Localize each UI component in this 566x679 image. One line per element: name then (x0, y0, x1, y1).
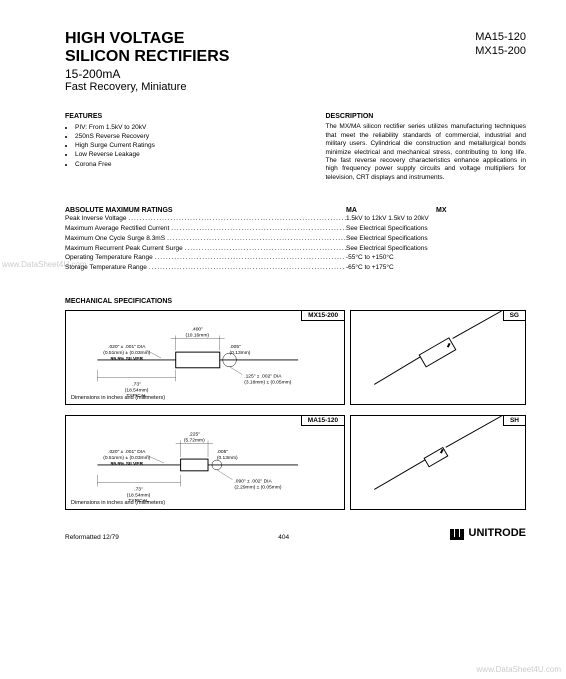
dimension-note: Dimensions in inches and (millimeters) (71, 500, 165, 506)
mechanical-heading: MECHANICAL SPECIFICATIONS (65, 298, 526, 305)
mech-label-mx15: MX15-200 (301, 310, 345, 321)
rating-param: Storage Temperature Range (65, 263, 346, 273)
diode-diagram-sh (351, 416, 525, 509)
mech-box-sg: SG (350, 310, 526, 405)
rating-row: Storage Temperature Range-65°C to +175°C (65, 263, 526, 273)
svg-text:(18.54mm): (18.54mm) (125, 387, 149, 393)
page-content: HIGH VOLTAGE SILICON RECTIFIERS 15-200mA… (0, 0, 566, 561)
part-number-2: MX15-200 (475, 44, 526, 58)
rating-param: Maximum One Cycle Surge 8.3mS (65, 234, 346, 244)
feature-item: PIV: From 1.5kV to 20kV (75, 123, 266, 132)
rating-param: Operating Temperature Range (65, 253, 346, 263)
features-column: FEATURES PIV: From 1.5kV to 20kV 250nS R… (65, 113, 266, 182)
title-line-1: HIGH VOLTAGE (65, 30, 526, 48)
svg-text:(2.29mm) ± (0.05mm): (2.29mm) ± (0.05mm) (234, 484, 281, 490)
diode-diagram-ma: .225" (5.72mm) .020" ± .001" DIA (0.51mm… (66, 416, 344, 509)
mech-label-sh: SH (503, 415, 526, 426)
feature-item: Corona Free (75, 160, 266, 169)
ratings-header: ABSOLUTE MAXIMUM RATINGS MA MX (65, 207, 526, 214)
rating-param: Peak Inverse Voltage (65, 214, 346, 224)
rating-val: See Electrical Specifications (346, 234, 526, 244)
rating-row: Peak Inverse Voltage1.5kV to 12kV 1.5kV … (65, 214, 526, 224)
svg-text:.73": .73" (134, 486, 143, 492)
feature-item: Low Reverse Leakage (75, 150, 266, 159)
mech-label-sg: SG (503, 310, 526, 321)
svg-text:99.9% SILVER: 99.9% SILVER (111, 356, 144, 362)
footer: Reformatted 12/79 404 UNITRODE (65, 525, 526, 541)
rating-val: See Electrical Specifications (346, 224, 526, 234)
features-heading: FEATURES (65, 113, 266, 120)
feature-item: 250nS Reverse Recovery (75, 132, 266, 141)
part-number-1: MA15-120 (475, 30, 526, 44)
ratings-table: Peak Inverse Voltage1.5kV to 12kV 1.5kV … (65, 214, 526, 273)
svg-text:(10.16mm): (10.16mm) (185, 332, 209, 338)
rating-row: Operating Temperature Range-55°C to +150… (65, 253, 526, 263)
feature-item: High Surge Current Ratings (75, 141, 266, 150)
svg-text:.020" ± .001" DIA: .020" ± .001" DIA (108, 449, 146, 455)
description-column: DESCRIPTION The MX/MA silicon rectifier … (326, 113, 527, 182)
header: HIGH VOLTAGE SILICON RECTIFIERS 15-200mA… (65, 30, 526, 93)
mech-box-sh: SH (350, 415, 526, 510)
dimension-note: Dimensions in inches and (millimeters) (71, 395, 165, 401)
svg-text:(18.54mm): (18.54mm) (127, 492, 151, 498)
unitrode-logo-icon (449, 525, 465, 541)
rating-val: -55°C to +150°C (346, 253, 526, 263)
svg-text:.125" ± .002" DIA: .125" ± .002" DIA (244, 373, 282, 379)
watermark-bottom: www.DataSheet4U.com (477, 665, 561, 674)
ratings-col-ma: MA (346, 207, 436, 214)
svg-text:.005": .005" (230, 344, 241, 350)
description-text: The MX/MA silicon rectifier series utili… (326, 123, 527, 182)
description-heading: DESCRIPTION (326, 113, 527, 120)
mech-row-1: MX15-200 .400" (10.16mm) .020" ± .001" D… (65, 310, 526, 405)
svg-text:(3.18mm) ± (0.05mm): (3.18mm) ± (0.05mm) (244, 379, 291, 385)
rating-param: Maximum Recurrent Peak Current Surge (65, 244, 346, 254)
subtitle-2: Fast Recovery, Miniature (65, 81, 526, 93)
rating-row: Maximum Recurrent Peak Current SurgeSee … (65, 244, 526, 254)
rating-row: Maximum Average Rectified CurrentSee Ele… (65, 224, 526, 234)
svg-text:.225": .225" (189, 431, 200, 437)
company-name: UNITRODE (469, 527, 526, 539)
mech-row-2: MA15-120 .225" (5.72mm) .020" ± .001" DI… (65, 415, 526, 510)
diode-diagram-sg (351, 311, 525, 404)
mech-box-mx15: MX15-200 .400" (10.16mm) .020" ± .001" D… (65, 310, 345, 405)
svg-text:(0.51mm) ± (0.03mm): (0.51mm) ± (0.03mm) (103, 455, 150, 461)
svg-text:(5.72mm): (5.72mm) (184, 437, 205, 443)
svg-text:(0.13mm): (0.13mm) (230, 350, 251, 356)
svg-text:(0.51mm) ± (0.03mm): (0.51mm) ± (0.03mm) (103, 350, 150, 356)
svg-text:.020" ± .001" DIA: .020" ± .001" DIA (108, 344, 146, 350)
company-logo: UNITRODE (449, 525, 526, 541)
svg-text:99.9% SILVER: 99.9% SILVER (111, 461, 144, 467)
diode-diagram-mx: .400" (10.16mm) .020" ± .001" DIA (0.51m… (66, 311, 344, 404)
subtitle-1: 15-200mA (65, 67, 526, 81)
rating-param: Maximum Average Rectified Current (65, 224, 346, 234)
title-line-2: SILICON RECTIFIERS (65, 48, 526, 66)
svg-text:.090" ± .002" DIA: .090" ± .002" DIA (234, 478, 272, 484)
rating-val: 1.5kV to 12kV 1.5kV to 20kV (346, 214, 526, 224)
rating-row: Maximum One Cycle Surge 8.3mSSee Electri… (65, 234, 526, 244)
svg-text:.005": .005" (217, 449, 228, 455)
svg-text:.73": .73" (132, 381, 141, 387)
features-list: PIV: From 1.5kV to 20kV 250nS Reverse Re… (65, 123, 266, 168)
part-numbers: MA15-120 MX15-200 (475, 30, 526, 59)
reformatted-date: Reformatted 12/79 (65, 534, 119, 541)
rating-val: See Electrical Specifications (346, 244, 526, 254)
mech-label-ma15: MA15-120 (301, 415, 345, 426)
page-number: 404 (278, 534, 289, 541)
rating-val: -65°C to +175°C (346, 263, 526, 273)
ratings-col-mx: MX (436, 207, 526, 214)
mech-box-ma15: MA15-120 .225" (5.72mm) .020" ± .001" DI… (65, 415, 345, 510)
svg-text:.400": .400" (192, 326, 203, 332)
svg-text:(0.13mm): (0.13mm) (217, 455, 238, 461)
ratings-heading: ABSOLUTE MAXIMUM RATINGS (65, 207, 346, 214)
